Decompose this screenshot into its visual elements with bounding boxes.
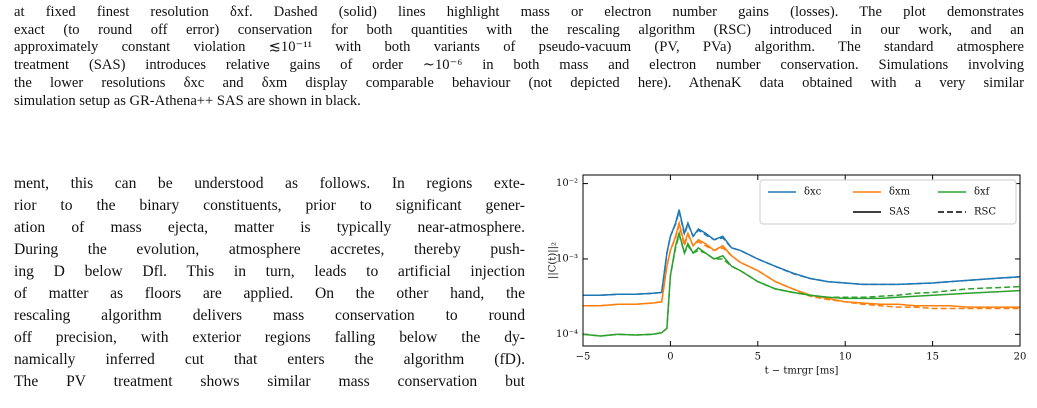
body-line: rior to the binary constituents, prior t… bbox=[14, 197, 525, 214]
body-line: off precision, with exterior regions fal… bbox=[14, 329, 525, 346]
y-tick-label: 10⁻³ bbox=[556, 253, 578, 264]
legend-label: RSC bbox=[974, 207, 996, 218]
x-tick-label: 10 bbox=[839, 352, 852, 363]
legend-label: SAS bbox=[889, 207, 910, 218]
y-tick-label: 10⁻⁴ bbox=[556, 329, 578, 340]
caption-line: exact (to round off error) conservation … bbox=[14, 21, 1024, 38]
data-line bbox=[582, 230, 1021, 337]
data-line bbox=[582, 231, 1021, 337]
legend-box bbox=[759, 179, 1017, 225]
y-axis-label: ||C(t)||₂ bbox=[548, 242, 559, 279]
legend-label: δxf bbox=[974, 187, 991, 198]
plot-frame bbox=[582, 174, 1021, 347]
body-line: ation of mass ejecta, matter is typicall… bbox=[14, 219, 525, 236]
body-line: of matter as floors are applied. On the … bbox=[14, 285, 525, 302]
body-line: ment, this can be understood as follows.… bbox=[14, 175, 525, 192]
x-tick-label: 20 bbox=[1014, 352, 1027, 363]
x-axis-label: t − tmrgr [ms] bbox=[765, 366, 839, 377]
legend-label: δxc bbox=[804, 187, 822, 198]
body-line: rescaling algorithm delivers mass conser… bbox=[14, 307, 525, 324]
x-tick-label: −5 bbox=[576, 352, 591, 363]
x-tick-label: 0 bbox=[667, 352, 673, 363]
caption-line: simulation setup as GR-Athena++ SAS are … bbox=[14, 92, 361, 109]
caption-line: approximately constant violation ≲10⁻¹¹ … bbox=[14, 39, 1024, 56]
caption-line: treatment (SAS) introduces relative gain… bbox=[14, 57, 1024, 74]
caption-line: the lower resolutions δxc and δxm displa… bbox=[14, 74, 1024, 91]
x-tick-label: 5 bbox=[755, 352, 761, 363]
data-line bbox=[583, 211, 1021, 296]
body-line: The PV treatment shows similar mass cons… bbox=[14, 373, 525, 390]
caption-line: at fixed finest resolution δxf. Dashed (… bbox=[14, 4, 1024, 20]
legend-label: δxm bbox=[889, 187, 911, 198]
body-line: During the evolution, atmosphere accrete… bbox=[14, 241, 525, 258]
body-line: namically inferred cut that enters the a… bbox=[14, 351, 525, 368]
legend: δxc δxm δxf SAS RSC bbox=[759, 179, 1017, 225]
x-tick-label: 15 bbox=[926, 352, 939, 363]
data-line bbox=[583, 222, 1020, 310]
y-tick-label: 10⁻² bbox=[556, 178, 578, 189]
body-line: ing D below Dfl. This in turn, leads to … bbox=[14, 263, 525, 280]
